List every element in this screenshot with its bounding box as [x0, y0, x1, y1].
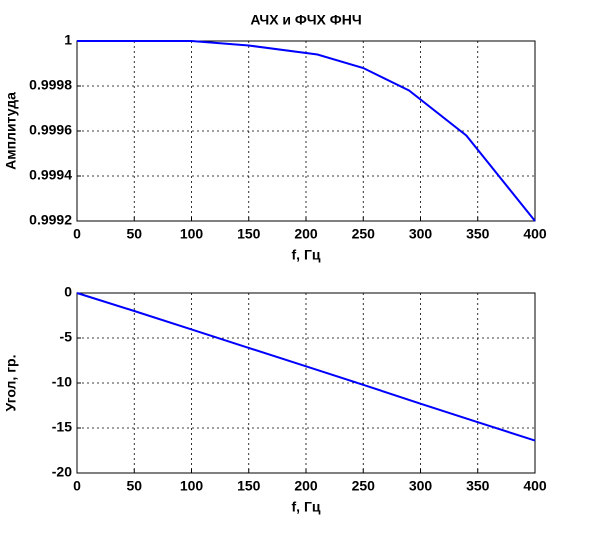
y-tick-label: -10 [52, 374, 72, 390]
x-tick-label: 150 [237, 478, 261, 494]
y-tick-label: -20 [52, 464, 72, 480]
data-line [76, 292, 536, 442]
x-tick-label: 150 [237, 226, 261, 242]
data-line [77, 40, 536, 222]
x-tick-label: 250 [352, 226, 376, 242]
x-tick-label: 0 [73, 226, 81, 242]
y-tick-label: -15 [52, 419, 72, 435]
axes-box [76, 292, 536, 474]
x-tick-label: 100 [180, 226, 204, 242]
x-tick-label: 350 [466, 226, 490, 242]
x-tick-label: 400 [523, 478, 547, 494]
x-tick-label: 300 [409, 226, 433, 242]
x-tick-label: 100 [180, 478, 204, 494]
x-tick-label: 200 [294, 226, 318, 242]
y-axis-label: Амплитуда [3, 92, 19, 170]
y-tick-label: 1 [64, 32, 72, 48]
x-tick-label: 0 [73, 478, 81, 494]
axes-box [76, 40, 536, 222]
y-tick-label: 0.9998 [29, 77, 72, 93]
x-tick-label: 400 [523, 226, 547, 242]
chart-title: АЧХ и ФЧХ ФНЧ [250, 12, 361, 28]
y-tick-label: 0.9992 [29, 212, 72, 228]
x-tick-label: 250 [352, 478, 376, 494]
x-tick-label: 300 [409, 478, 433, 494]
y-tick-label: 0.9996 [29, 122, 72, 138]
y-tick-label: 0 [64, 284, 72, 300]
x-tick-label: 350 [466, 478, 490, 494]
x-tick-label: 200 [294, 478, 318, 494]
x-tick-label: 50 [126, 478, 142, 494]
y-axis-label: Угол, гр. [3, 355, 19, 412]
x-tick-label: 50 [126, 226, 142, 242]
x-axis-label: f, Гц [292, 499, 321, 515]
y-tick-label: -5 [60, 329, 73, 345]
y-tick-label: 0.9994 [29, 167, 72, 183]
x-axis-label: f, Гц [292, 247, 321, 263]
